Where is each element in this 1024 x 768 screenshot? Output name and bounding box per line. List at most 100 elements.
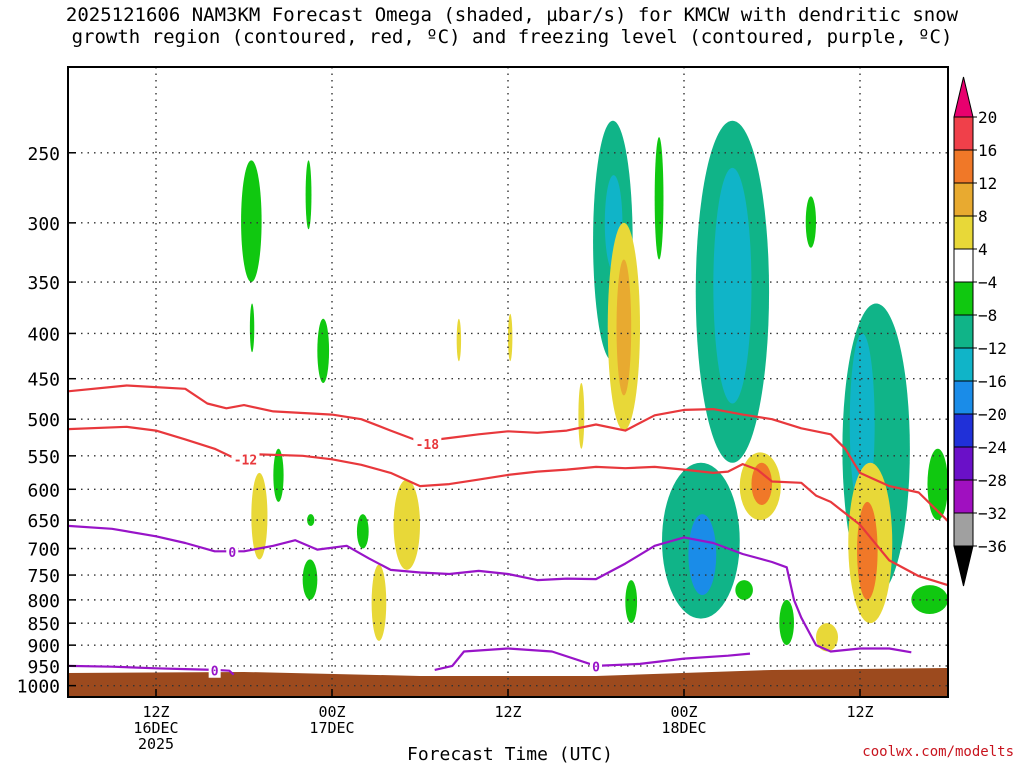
y-tick-label: 400	[27, 324, 60, 345]
x-tick-label: 17DEC	[309, 719, 354, 737]
colorbar-label: −24	[978, 438, 1007, 457]
x-axis-title: Forecast Time (UTC)	[407, 744, 613, 765]
colorbar-bin	[953, 116, 974, 151]
omega-region	[251, 472, 268, 560]
ground-surface-layer	[68, 667, 948, 697]
omega-region	[273, 448, 284, 502]
omega-region	[317, 318, 330, 383]
colorbar-label: 12	[978, 174, 997, 193]
colorbar-label: 20	[978, 108, 997, 127]
colorbar-label: −32	[978, 504, 1007, 523]
colorbar-bin	[953, 446, 974, 481]
title-line-2: growth region (contoured, red, ºC) and f…	[71, 26, 953, 48]
colorbar-label: 4	[978, 240, 988, 259]
contour-line	[68, 384, 948, 522]
colorbar-label: −28	[978, 471, 1007, 490]
colorbar-bin	[953, 479, 974, 514]
y-tick-label: 300	[27, 214, 60, 235]
y-tick-label: 650	[27, 511, 60, 532]
x-tick-label: 16DEC	[133, 719, 178, 737]
x-tick-label: 00Z	[318, 703, 345, 721]
colorbar-top-arrow	[953, 76, 974, 118]
x-tick-label: 12Z	[494, 703, 521, 721]
colorbar-bin	[953, 281, 974, 316]
y-tick-label: 900	[27, 636, 60, 657]
contour-label: 0	[592, 661, 600, 676]
credit-text: coolwx.com/modelts	[862, 744, 1014, 760]
contour-label-bg	[413, 436, 442, 451]
omega-region	[816, 623, 838, 652]
omega-region	[927, 448, 948, 521]
colorbar-bin	[953, 512, 974, 547]
omega-region	[654, 137, 664, 260]
contour-label-bg	[590, 659, 602, 674]
colorbar-label: −4	[978, 273, 997, 292]
y-tick-label: 450	[27, 370, 60, 391]
omega-region	[307, 514, 315, 526]
omega-region	[249, 303, 255, 353]
colorbar-label: −12	[978, 339, 1007, 358]
colorbar-bin	[953, 314, 974, 349]
y-tick-label: 350	[27, 273, 60, 294]
contour-line	[434, 647, 751, 671]
contour-label: -18	[416, 438, 440, 453]
omega-shading-layer	[241, 120, 948, 652]
contour-label: 0	[228, 546, 236, 561]
omega-region	[779, 599, 795, 646]
omega-region	[625, 580, 638, 624]
y-tick-label: 250	[27, 144, 60, 165]
contour-layer: -18 -12 0 0 0	[68, 384, 948, 680]
omega-region	[735, 580, 753, 600]
title-line-1: 2025121606 NAM3KM Forecast Omega (shaded…	[65, 4, 959, 26]
contour-label-bg	[208, 663, 221, 678]
colorbar-bin	[953, 347, 974, 382]
omega-region	[305, 160, 312, 230]
contour-label: 0	[211, 665, 219, 680]
omega-region	[393, 479, 420, 570]
omega-region	[688, 514, 717, 596]
omega-region	[302, 559, 318, 600]
x-tick-label: 18DEC	[661, 719, 706, 737]
ground-surface	[68, 667, 948, 697]
x-tick-label: 2025	[138, 735, 174, 753]
x-tick-label: 12Z	[846, 703, 873, 721]
colorbar-bin	[953, 149, 974, 184]
omega-region	[371, 564, 387, 641]
grid-lines	[68, 67, 948, 697]
omega-region	[508, 313, 513, 362]
omega-region	[578, 382, 585, 449]
colorbar-bin	[953, 248, 974, 283]
colorbar-bin	[953, 215, 974, 250]
contour-label-bg	[231, 452, 260, 467]
omega-region	[241, 160, 262, 283]
plot-frame	[67, 66, 949, 698]
contour-line	[68, 524, 912, 654]
omega-region	[751, 462, 772, 505]
x-tick-label: 00Z	[670, 703, 697, 721]
omega-region	[805, 196, 816, 248]
y-tick-label: 550	[27, 447, 60, 468]
colorbar-bottom-arrow	[953, 545, 974, 587]
colorbar-label: 16	[978, 141, 997, 160]
colorbar-bin	[953, 413, 974, 448]
colorbar-bin	[953, 380, 974, 415]
y-tick-label: 1000	[17, 677, 60, 698]
colorbar-label: −20	[978, 405, 1007, 424]
omega-region	[616, 259, 632, 396]
x-tick-label: 12Z	[142, 703, 169, 721]
y-tick-label: 600	[27, 480, 60, 501]
contour-line	[68, 664, 235, 676]
omega-region	[456, 318, 462, 362]
colorbar-label: 8	[978, 207, 988, 226]
pressure-axis: 2503003504004505005506006507007508008509…	[17, 144, 76, 698]
omega-region	[356, 514, 369, 549]
y-tick-label: 750	[27, 566, 60, 587]
chart-title: 2025121606 NAM3KM Forecast Omega (shaded…	[0, 4, 1024, 48]
contour-label: -12	[234, 453, 257, 468]
colorbar-label: −8	[978, 306, 997, 325]
colorbar-label: −16	[978, 372, 1007, 391]
y-tick-label: 950	[27, 657, 60, 678]
y-tick-label: 700	[27, 540, 60, 561]
